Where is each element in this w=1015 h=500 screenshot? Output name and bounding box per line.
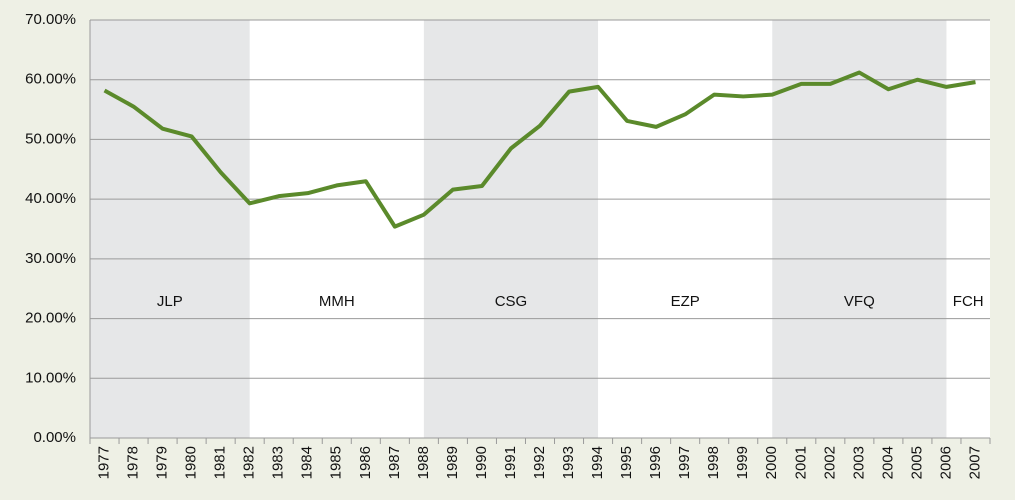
x-tick-label: 1977 — [95, 446, 112, 479]
x-tick-label: 2001 — [792, 446, 809, 479]
x-tick-label: 1982 — [241, 446, 258, 479]
x-tick-label: 1979 — [154, 446, 171, 479]
period-label: CSG — [495, 293, 528, 310]
x-tick-label: 1996 — [647, 446, 664, 479]
period-label: FCH — [953, 293, 984, 310]
x-tick-label: 1984 — [299, 446, 316, 479]
x-tick-label: 1992 — [531, 446, 548, 479]
data-line — [103, 70, 976, 229]
x-tick-label: 2000 — [763, 446, 780, 479]
y-tick-label: 50.00% — [25, 130, 76, 147]
period-label: VFQ — [844, 293, 875, 310]
x-tick-label: 1993 — [560, 446, 577, 479]
y-tick-label: 60.00% — [25, 71, 76, 88]
x-tick-label: 1980 — [183, 446, 200, 479]
x-tick-label: 1994 — [589, 446, 606, 479]
x-tick-label: 1985 — [328, 446, 345, 479]
x-tick-label: 2007 — [966, 446, 983, 479]
x-tick-label: 1988 — [415, 446, 432, 479]
y-tick-label: 40.00% — [25, 190, 76, 207]
x-tick-label: 2002 — [821, 446, 838, 479]
x-tick-label: 1999 — [734, 446, 751, 479]
x-tick-label: 1991 — [502, 446, 519, 479]
x-tick-label: 2005 — [908, 446, 925, 479]
x-tick-label: 1989 — [444, 446, 461, 479]
y-tick-label: 70.00% — [25, 11, 76, 28]
y-tick-label: 10.00% — [25, 369, 76, 386]
x-tick-label: 2006 — [937, 446, 954, 479]
x-tick-label: 1987 — [386, 446, 403, 479]
x-tick-label: 1997 — [676, 446, 693, 479]
y-tick-label: 20.00% — [25, 310, 76, 327]
x-tick-label: 1990 — [473, 446, 490, 479]
x-tick-label: 2004 — [879, 446, 896, 479]
period-label: MMH — [319, 293, 355, 310]
period-band — [423, 20, 599, 438]
y-tick-label: 0.00% — [33, 429, 76, 446]
y-tick-label: 30.00% — [25, 250, 76, 267]
period-label: JLP — [157, 293, 183, 310]
x-tick-label: 2003 — [850, 446, 867, 479]
period-band — [772, 20, 947, 438]
x-tick-label: 1983 — [270, 446, 287, 479]
x-tick-label: 1998 — [705, 446, 722, 479]
period-band — [90, 20, 250, 438]
x-tick-label: 1981 — [212, 446, 229, 479]
period-label: EZP — [671, 293, 700, 310]
x-tick-label: 1986 — [357, 446, 374, 479]
x-tick-label: 1978 — [125, 446, 142, 479]
x-tick-label: 1995 — [618, 446, 635, 479]
